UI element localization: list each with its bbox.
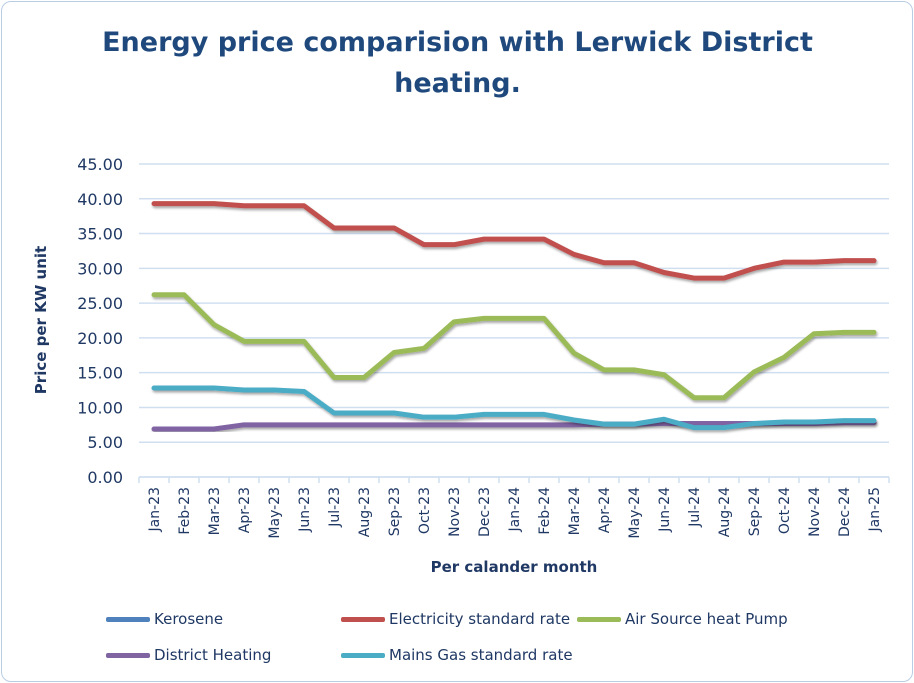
series-line-mains-gas-standard-rate <box>151 385 877 431</box>
y-tick-label: 10.00 <box>77 398 123 417</box>
y-tick-label: 5.00 <box>87 433 123 452</box>
x-tick-label: Jan-23 <box>147 487 163 532</box>
x-tick-label: Sep-23 <box>387 487 403 536</box>
legend-label: Electricity standard rate <box>389 610 571 628</box>
x-tick-label: Oct-24 <box>777 487 793 534</box>
legend-swatch <box>341 616 385 622</box>
x-tick-label: Jan-24 <box>507 487 523 533</box>
y-tick-label: 35.00 <box>77 225 123 244</box>
x-tick-label: Nov-23 <box>447 487 463 537</box>
x-tick-label: Jul-24 <box>687 487 703 528</box>
y-tick-label: 30.00 <box>77 259 123 278</box>
legend-swatch <box>577 616 621 622</box>
x-tick-label: Apr-23 <box>237 487 253 533</box>
x-tick-label: Aug-24 <box>717 487 733 537</box>
y-axis-title: Price per KW unit <box>32 246 50 394</box>
y-tick-label: 0.00 <box>87 468 123 487</box>
x-tick-label: Dec-23 <box>477 487 493 537</box>
y-tick-label: 25.00 <box>77 294 123 313</box>
legend-label: Kerosene <box>154 610 224 628</box>
legend-item: Mains Gas standard rate <box>341 646 573 664</box>
x-tick-label: Sep-24 <box>747 487 763 536</box>
legend-item: Kerosene <box>106 610 223 628</box>
x-axis-title: Per calander month <box>431 558 598 576</box>
x-tick-label: Apr-24 <box>597 487 613 533</box>
y-tick-label: 20.00 <box>77 329 123 348</box>
x-tick-label: Mar-24 <box>567 487 583 535</box>
x-tick-label: Mar-23 <box>207 487 223 535</box>
x-tick-label: Jun-24 <box>657 487 673 533</box>
x-tick-label: Jan-25 <box>867 487 883 532</box>
x-tick-label: Oct-23 <box>417 487 433 534</box>
x-tick-label: Aug-23 <box>357 487 373 537</box>
legend-label: Air Source heat Pump <box>625 610 788 628</box>
x-tick-label: Dec-24 <box>837 487 853 537</box>
legend-swatch <box>341 652 385 658</box>
x-tick-label: Nov-24 <box>807 487 823 537</box>
legend-label: District Heating <box>154 646 272 664</box>
series-line-electricity-standard-rate <box>151 201 877 281</box>
legend-swatch <box>106 652 150 658</box>
x-tick-label: Jun-23 <box>297 487 313 533</box>
x-tick-label: Jul-23 <box>327 487 343 528</box>
y-tick-label: 40.00 <box>77 190 123 209</box>
y-tick-label: 45.00 <box>77 155 123 174</box>
x-tick-label: May-23 <box>267 487 283 539</box>
legend-item: District Heating <box>106 646 271 664</box>
legend-item: Air Source heat Pump <box>577 610 788 628</box>
x-tick-label: May-24 <box>627 487 643 539</box>
legend-swatch <box>106 616 150 622</box>
series-line-air-source-heat-pump <box>151 292 877 401</box>
legend-label: Mains Gas standard rate <box>389 646 573 664</box>
chart-title: Energy price comparision with Lerwick Di… <box>102 27 813 99</box>
legend-item: Electricity standard rate <box>341 610 570 628</box>
y-tick-label: 15.00 <box>77 364 123 383</box>
x-tick-label: Feb-23 <box>177 487 193 535</box>
x-tick-label: Feb-24 <box>537 487 553 535</box>
